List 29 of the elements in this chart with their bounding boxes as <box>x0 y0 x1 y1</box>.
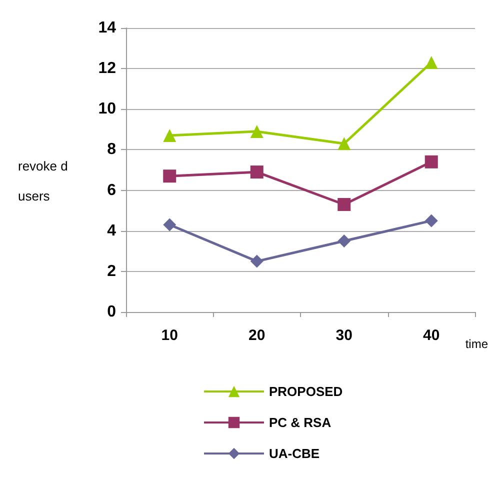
y-axis-title: revoke d users <box>18 158 72 204</box>
y-tick-label: 10 <box>98 100 116 118</box>
point <box>424 56 438 69</box>
y-tick-label: 14 <box>98 20 116 36</box>
point <box>338 198 351 211</box>
point <box>250 166 264 179</box>
point <box>424 155 438 168</box>
y-tick-label: 12 <box>98 60 116 78</box>
x-tick-label: 40 <box>423 327 440 344</box>
legend-label: UA-CBE <box>269 446 320 461</box>
legend-label: PROPOSED <box>269 384 343 399</box>
point <box>250 124 264 138</box>
x-tick-label: 20 <box>248 327 266 344</box>
point <box>338 234 351 248</box>
legend-label: PC & RSA <box>269 415 332 430</box>
y-tick-label: 8 <box>107 141 116 158</box>
point <box>250 254 264 268</box>
y-tick-label: 4 <box>107 222 116 240</box>
y-tick-label: 2 <box>107 262 116 280</box>
point <box>163 218 176 232</box>
point <box>338 137 351 150</box>
y-tick-label: 6 <box>107 182 116 199</box>
point <box>163 129 176 142</box>
point <box>424 214 438 228</box>
x-tick-label: 10 <box>161 327 178 344</box>
x-tick-label: 30 <box>336 327 352 344</box>
point <box>163 170 176 183</box>
x-axis-title: time <box>465 337 488 351</box>
y-tick-label: 0 <box>107 304 116 320</box>
